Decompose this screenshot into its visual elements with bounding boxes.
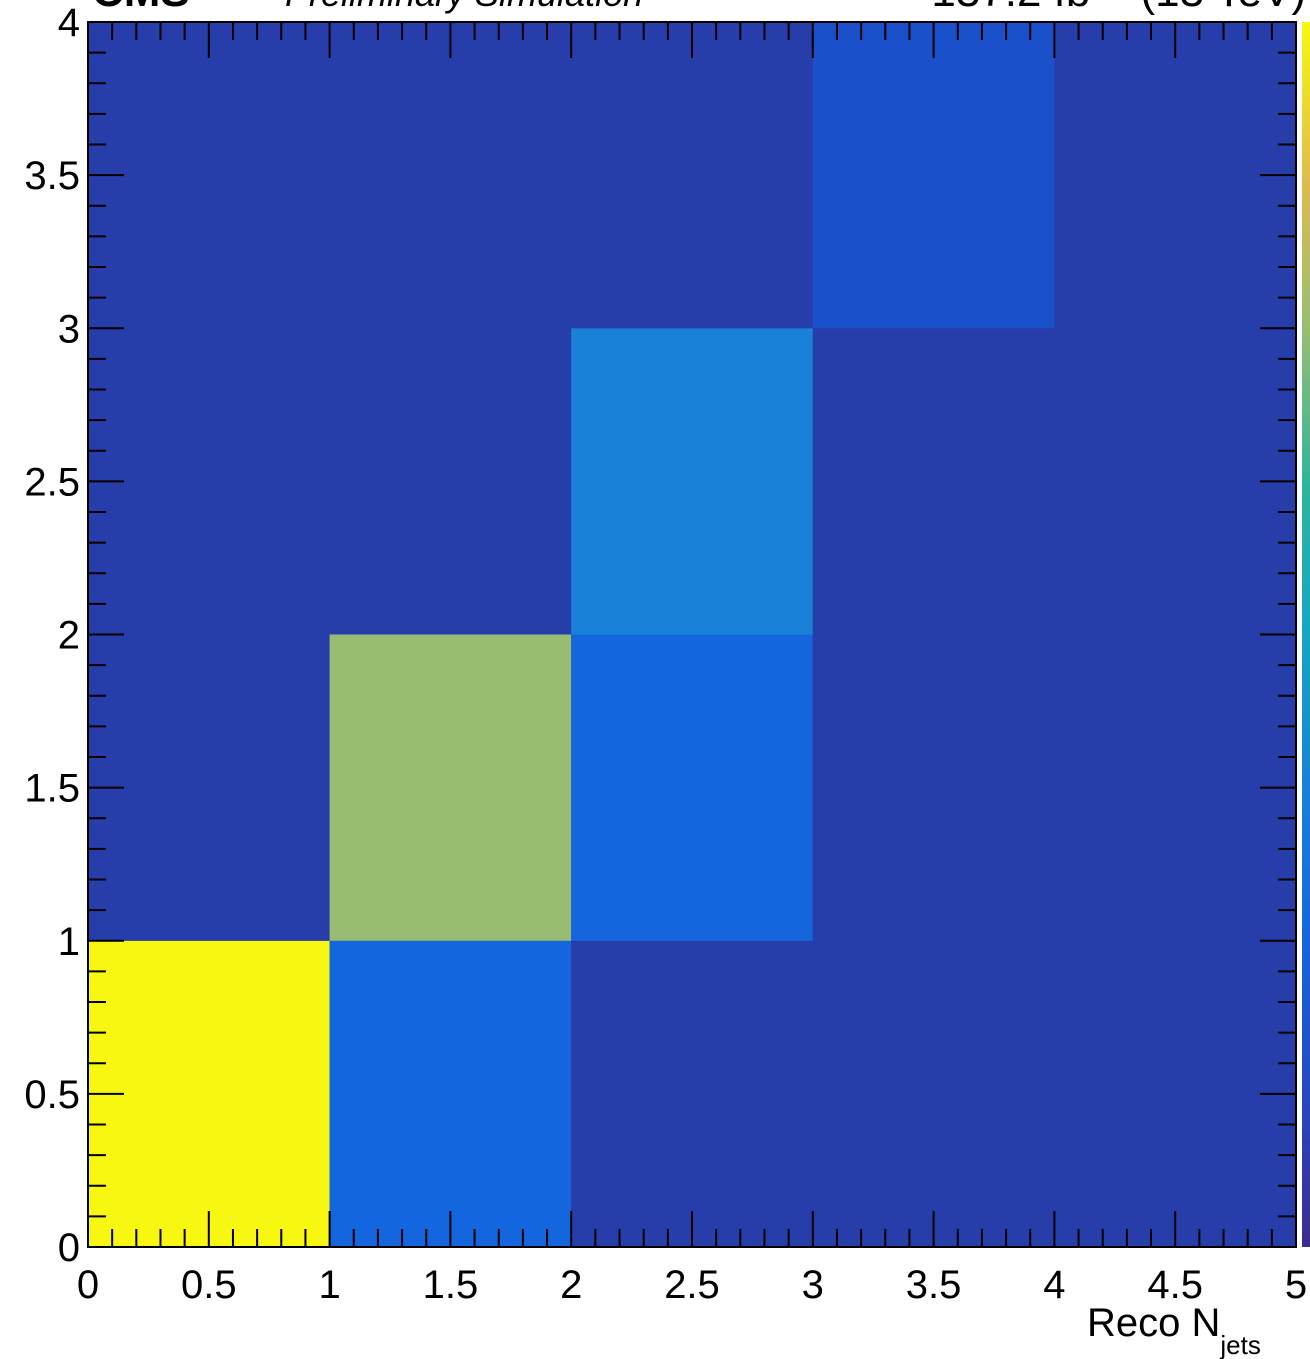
x-tick-label: 4 [1043,1263,1065,1307]
x-tick-label: 4.5 [1147,1263,1203,1307]
luminosity-label: 137.2 fb⁻¹ (13 TeV) [931,0,1306,16]
heatmap-bin [1054,634,1296,941]
x-tick-label: 0 [77,1263,99,1307]
y-tick-label: 0 [58,1226,80,1270]
heatmap-bin [88,22,330,329]
x-tick-label: 5 [1285,1263,1307,1307]
colorbar-strip [1302,22,1310,1247]
heatmap-bin [88,940,330,1247]
y-tick-label: 1.5 [24,767,80,811]
heatmap-bin [1054,22,1296,329]
x-axis-title-subscript: jets [1219,1330,1260,1359]
experiment-label: CMS [92,0,190,16]
x-tick-label: 0.5 [181,1263,237,1307]
heatmap-bin [812,22,1055,329]
y-tick-label: 4 [58,1,80,45]
heatmap-bin [88,328,330,635]
x-tick-label: 2 [560,1263,582,1307]
x-axis-title-main: Reco N [1087,1301,1220,1345]
x-axis-title: Reco Njets [1087,1301,1261,1359]
x-tick-label: 3 [802,1263,824,1307]
x-tick-label: 2.5 [664,1263,720,1307]
heatmap-bin [571,940,813,1247]
heatmap-bin [571,634,813,941]
heatmap-bin [571,22,813,329]
y-tick-label: 3.5 [24,154,80,198]
status-label: Preliminary Simulation [285,0,643,14]
heatmap-bin [88,634,330,941]
axis-ticks [87,21,1297,1248]
heatmap-bin [812,328,1055,635]
y-tick-label: 2.5 [24,460,80,504]
heatmap-bin [329,328,572,635]
heatmap-bin [812,940,1055,1247]
heatmap-bin [1054,328,1296,635]
y-tick-label: 3 [58,307,80,351]
heatmap-bin [329,22,572,329]
x-tick-label: 1.5 [423,1263,479,1307]
y-tick-label: 2 [58,614,80,658]
x-tick-label: 3.5 [906,1263,962,1307]
heatmap-bin [812,634,1055,941]
heatmap-bin [1054,940,1296,1247]
y-tick-label: 0.5 [24,1073,80,1117]
tick-labels: 0 0.5 1 1.5 2 2.5 3 3.5 4 4.5 5 0 0.5 1 1.5 2 2.5 3 3.5 4 [24,1,1307,1307]
heatmap-bin [329,634,572,941]
heatmap-bin [329,940,572,1247]
heatmap-bin [571,328,813,635]
heatmap-bins [88,22,1296,1247]
color-scale-bar [1302,22,1310,1247]
y-tick-label: 1 [58,920,80,964]
x-tick-label: 1 [318,1263,340,1307]
